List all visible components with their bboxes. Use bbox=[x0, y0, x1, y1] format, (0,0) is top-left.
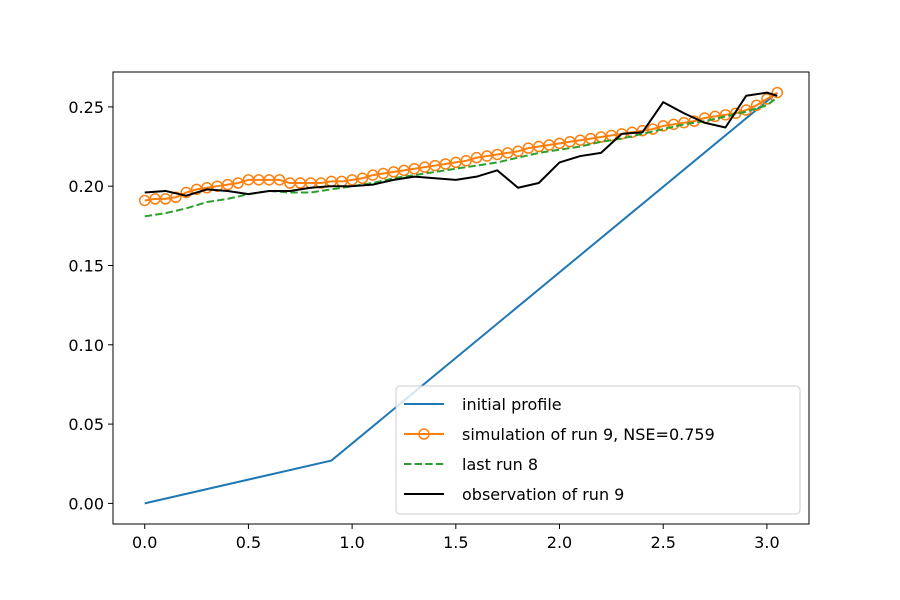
x-tick-label: 1.5 bbox=[443, 533, 468, 552]
series-layer bbox=[138, 86, 784, 505]
data-point bbox=[512, 145, 524, 158]
series-line-initial-profile bbox=[144, 91, 778, 505]
series-observation-of-run-9 bbox=[144, 91, 778, 197]
x-axis: 0.0 0.5 1.0 1.5 2.0 2.5 3.0 bbox=[132, 524, 780, 552]
data-point bbox=[647, 123, 659, 135]
data-point bbox=[273, 174, 286, 186]
y-tick-label: 0.15 bbox=[68, 256, 104, 275]
series-simulation-of-run-9-nse-0-759 bbox=[138, 86, 784, 207]
y-tick-label: 0.10 bbox=[68, 336, 104, 355]
data-point bbox=[750, 99, 763, 112]
legend-label: observation of run 9 bbox=[462, 485, 624, 504]
y-tick-label: 0.05 bbox=[68, 415, 104, 434]
data-point bbox=[356, 172, 369, 185]
legend-label: initial profile bbox=[462, 395, 562, 414]
x-tick-label: 1.0 bbox=[339, 533, 364, 552]
plot-frame bbox=[112, 71, 810, 525]
x-tick-label: 2.0 bbox=[547, 533, 572, 552]
series-line-observation-of-run-9 bbox=[144, 91, 778, 197]
y-axis: 0.00 0.05 0.10 0.15 0.20 0.25 bbox=[68, 98, 113, 513]
data-point bbox=[232, 177, 244, 189]
data-point bbox=[460, 155, 472, 167]
legend-label: simulation of run 9, NSE=0.759 bbox=[462, 425, 715, 444]
series-initial-profile bbox=[144, 91, 778, 505]
legend-marker bbox=[418, 428, 430, 440]
legend-item-simulation-of-run-9-nse-0-759: simulation of run 9, NSE=0.759 bbox=[404, 425, 715, 444]
legend-item-last-run-8: last run 8 bbox=[404, 455, 538, 474]
data-point bbox=[180, 186, 192, 199]
x-tick-label: 0.0 bbox=[132, 533, 157, 552]
legend-label: last run 8 bbox=[462, 455, 538, 474]
legend-box bbox=[395, 385, 801, 515]
data-point bbox=[761, 93, 773, 105]
x-tick-label: 2.5 bbox=[650, 533, 675, 552]
y-tick-label: 0.25 bbox=[68, 98, 104, 117]
x-tick-label: 3.0 bbox=[754, 533, 779, 552]
x-tick-label: 0.5 bbox=[236, 533, 261, 552]
y-tick-label: 0.20 bbox=[68, 177, 104, 196]
data-point bbox=[771, 86, 784, 99]
y-tick-label: 0.00 bbox=[68, 494, 104, 513]
legend: initial profile simulation of run 9, NSE=… bbox=[395, 385, 801, 515]
legend-item-observation-of-run-9: observation of run 9 bbox=[404, 485, 624, 504]
data-point bbox=[170, 191, 182, 204]
legend-item-initial-profile: initial profile bbox=[404, 395, 562, 414]
